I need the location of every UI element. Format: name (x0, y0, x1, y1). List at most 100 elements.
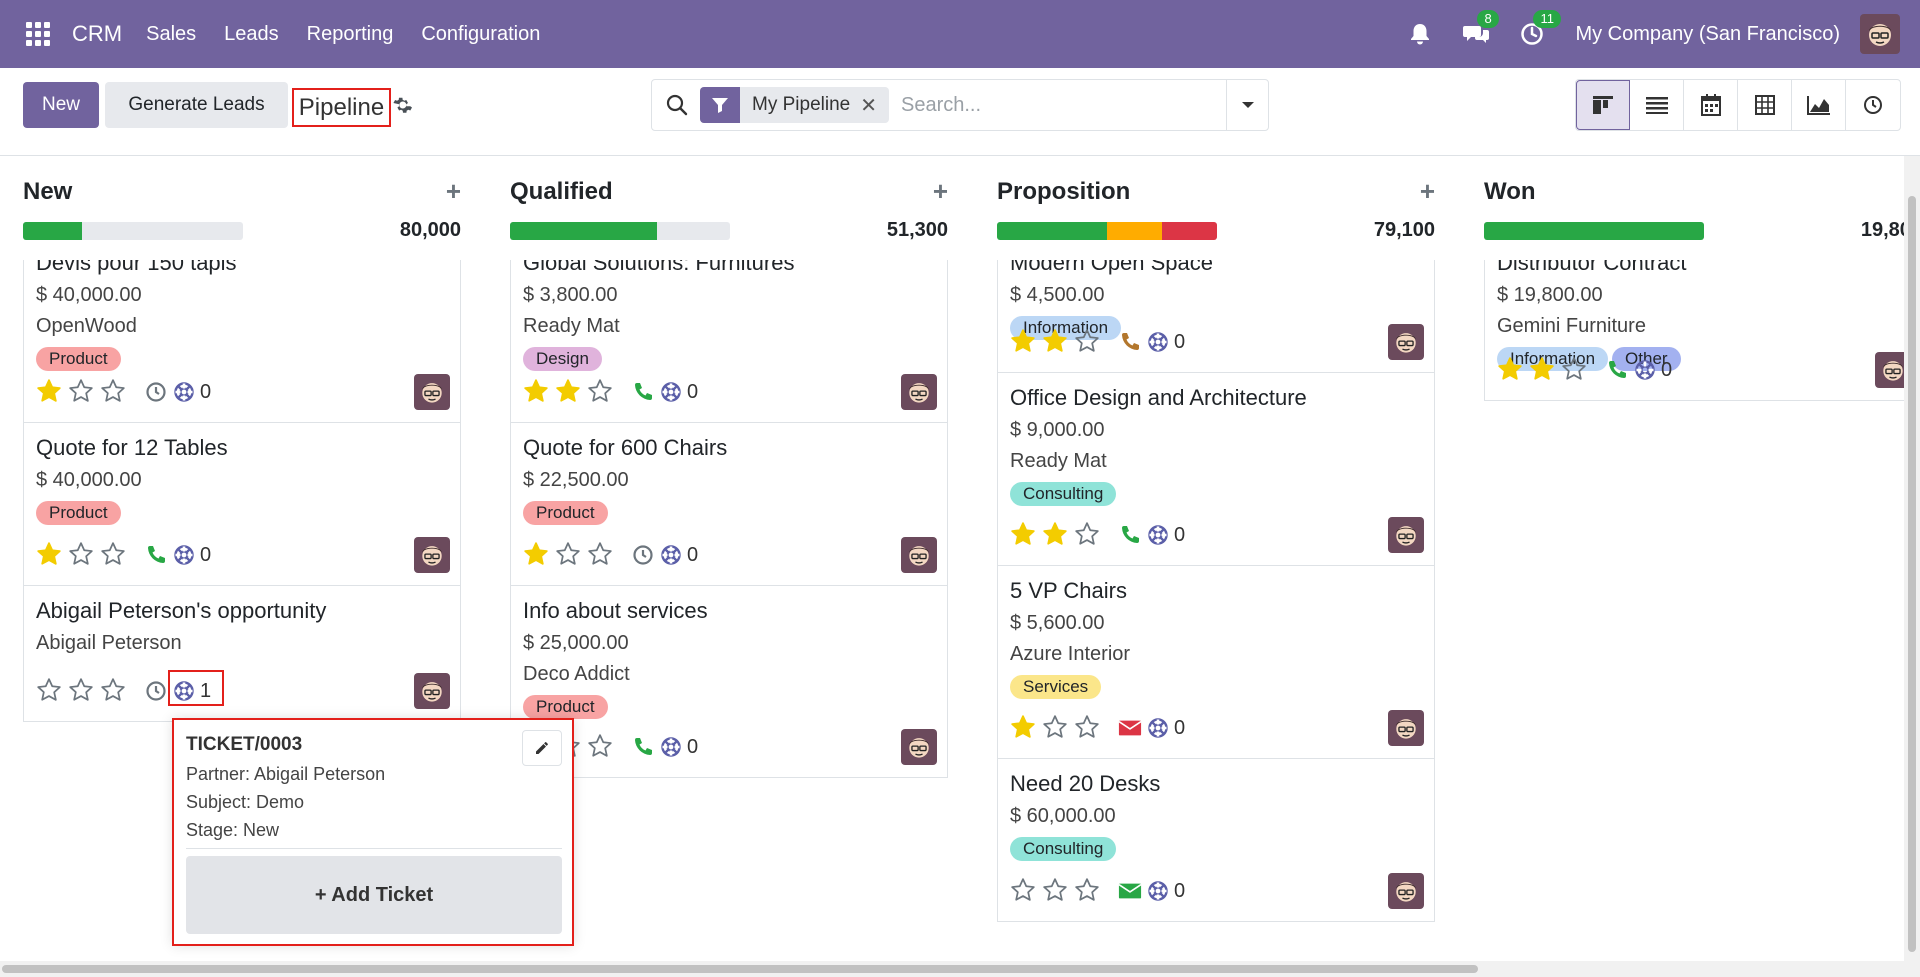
activity-view-clock-icon[interactable] (1846, 80, 1900, 130)
menu-sales[interactable]: Sales (146, 22, 197, 45)
salesperson-avatar[interactable] (1388, 517, 1424, 553)
star-filled-icon[interactable] (36, 378, 64, 406)
lifebuoy-ticket-icon[interactable] (1146, 879, 1170, 903)
ticket-count[interactable]: 0 (1174, 330, 1186, 353)
star-filled-icon[interactable] (1010, 521, 1038, 549)
salesperson-avatar[interactable] (901, 374, 937, 410)
progress-segment[interactable] (1107, 222, 1162, 240)
lifebuoy-ticket-icon[interactable] (1146, 330, 1170, 354)
calendar-view-icon[interactable] (1684, 80, 1738, 130)
phone-activity-icon[interactable] (1605, 358, 1629, 382)
star-filled-icon[interactable] (36, 541, 64, 569)
star-filled-icon[interactable] (1529, 356, 1557, 384)
column-title[interactable]: Qualified (510, 178, 613, 205)
menu-leads[interactable]: Leads (224, 22, 279, 45)
ticket-count[interactable]: 0 (1174, 523, 1186, 546)
lifebuoy-ticket-icon[interactable] (659, 380, 683, 404)
ticket-count[interactable]: 0 (687, 543, 699, 566)
salesperson-avatar[interactable] (414, 673, 450, 709)
edit-pencil-icon[interactable] (522, 730, 562, 766)
star-filled-icon[interactable] (1042, 521, 1070, 549)
user-avatar[interactable] (1860, 14, 1900, 54)
ticket-count[interactable]: 0 (687, 735, 699, 758)
lifebuoy-ticket-icon[interactable] (172, 679, 196, 703)
messages-icon[interactable]: 8 (1463, 10, 1499, 47)
company-switcher[interactable]: My Company (San Francisco) (1575, 22, 1840, 45)
phone-activity-icon[interactable] (1118, 330, 1142, 354)
kanban-view-icon[interactable] (1576, 80, 1630, 130)
progress-segment[interactable] (23, 222, 83, 240)
menu-reporting[interactable]: Reporting (306, 22, 394, 45)
star-filled-icon[interactable] (555, 378, 583, 406)
horizontal-scroll-thumb[interactable] (2, 965, 1478, 973)
star-empty-icon[interactable] (68, 541, 96, 569)
salesperson-avatar[interactable] (901, 729, 937, 765)
star-filled-icon[interactable] (1010, 328, 1038, 356)
star-filled-icon[interactable] (1010, 714, 1038, 742)
column-title[interactable]: New (23, 178, 73, 205)
ticket-count[interactable]: 0 (200, 380, 212, 403)
lifebuoy-ticket-icon[interactable] (659, 735, 683, 759)
kanban-card[interactable]: Distributor Contract $ 19,800.00 Gemini Fu… (1484, 260, 1920, 401)
pivot-view-icon[interactable] (1738, 80, 1792, 130)
phone-activity-icon[interactable] (631, 735, 655, 759)
ticket-count[interactable]: 0 (1174, 716, 1186, 739)
column-progress-bar[interactable] (510, 222, 730, 240)
star-empty-icon[interactable] (36, 677, 64, 705)
star-empty-icon[interactable] (100, 677, 128, 705)
list-view-icon[interactable] (1630, 80, 1684, 130)
salesperson-avatar[interactable] (414, 374, 450, 410)
kanban-card[interactable]: Quote for 600 Chairs $ 22,500.00 Product 0 (510, 423, 948, 586)
envelope-activity-icon[interactable] (1118, 716, 1142, 740)
star-empty-icon[interactable] (1042, 877, 1070, 905)
phone-activity-icon[interactable] (631, 380, 655, 404)
salesperson-avatar[interactable] (1388, 710, 1424, 746)
kanban-card[interactable]: Info about services $ 25,000.00 Deco Addic… (510, 586, 948, 778)
search-options-chevron-down-icon[interactable] (1226, 80, 1268, 130)
star-empty-icon[interactable] (1042, 714, 1070, 742)
salesperson-avatar[interactable] (1388, 873, 1424, 909)
graph-view-icon[interactable] (1792, 80, 1846, 130)
star-empty-icon[interactable] (100, 541, 128, 569)
progress-segment[interactable] (1162, 222, 1217, 240)
ticket-count[interactable]: 0 (1174, 879, 1186, 902)
clock-activity-icon[interactable] (631, 543, 655, 567)
star-empty-icon[interactable] (1074, 877, 1102, 905)
lifebuoy-ticket-icon[interactable] (172, 543, 196, 567)
star-filled-icon[interactable] (1497, 356, 1525, 384)
column-progress-bar[interactable] (997, 222, 1217, 240)
star-empty-icon[interactable] (68, 378, 96, 406)
generate-leads-button[interactable]: Generate Leads (105, 82, 288, 128)
activities-clock-icon[interactable]: 11 (1519, 10, 1561, 47)
star-empty-icon[interactable] (1074, 328, 1102, 356)
star-empty-icon[interactable] (1074, 714, 1102, 742)
kanban-card[interactable]: Need 20 Desks $ 60,000.00 Consulting 0 (997, 759, 1435, 922)
star-empty-icon[interactable] (1074, 521, 1102, 549)
horizontal-scrollbar[interactable] (0, 961, 1920, 977)
star-empty-icon[interactable] (555, 541, 583, 569)
gear-icon[interactable] (392, 95, 412, 121)
ticket-count[interactable]: 0 (200, 543, 212, 566)
kanban-card[interactable]: 5 VP Chairs $ 5,600.00 Azure Interior Servi… (997, 566, 1435, 759)
kanban-card[interactable]: Quote for 12 Tables $ 40,000.00 Product 0 (23, 423, 461, 586)
app-brand[interactable]: CRM (72, 21, 123, 46)
clock-activity-icon[interactable] (144, 380, 168, 404)
star-filled-icon[interactable] (523, 378, 551, 406)
phone-activity-icon[interactable] (144, 543, 168, 567)
lifebuoy-ticket-icon[interactable] (1633, 358, 1657, 382)
kanban-card[interactable]: Global Solutions: Furnitures $ 3,800.00 Re… (510, 260, 948, 423)
salesperson-avatar[interactable] (414, 537, 450, 573)
star-empty-icon[interactable] (68, 677, 96, 705)
ticket-count[interactable]: 1 (200, 679, 212, 702)
new-button[interactable]: New (23, 82, 99, 128)
quick-create-plus-icon[interactable]: + (1419, 176, 1435, 206)
star-empty-icon[interactable] (587, 378, 615, 406)
star-filled-icon[interactable] (1042, 328, 1070, 356)
bell-icon[interactable] (1407, 21, 1433, 47)
apps-menu-icon[interactable] (26, 22, 50, 46)
progress-segment[interactable] (1484, 222, 1704, 240)
menu-configuration[interactable]: Configuration (421, 22, 541, 45)
progress-segment[interactable] (997, 222, 1107, 240)
kanban-card[interactable]: Devis pour 150 tapis $ 40,000.00 OpenWood P… (23, 260, 461, 423)
ticket-count[interactable]: 0 (1661, 358, 1673, 381)
